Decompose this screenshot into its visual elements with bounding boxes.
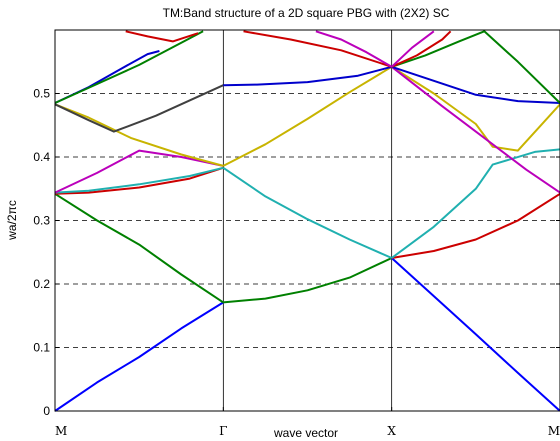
- x-tick-label: M: [55, 424, 67, 438]
- band-line-1: [54, 301, 224, 412]
- band-line-16: [315, 30, 393, 68]
- band-line-2: [54, 192, 224, 304]
- band-line-20: [391, 65, 560, 152]
- y-axis-ticks: 0 0.1 0.2 0.3 0.4 0.5: [33, 87, 560, 418]
- band-line-12: [222, 166, 393, 259]
- band-line-9: [54, 30, 204, 104]
- y-tick-label: 0.4: [33, 150, 50, 164]
- grid-lines: [55, 93, 560, 348]
- y-tick-label: 0.3: [33, 214, 50, 228]
- band-line-4: [54, 166, 224, 194]
- band-line-11: [223, 257, 393, 304]
- band-line-18: [391, 192, 560, 259]
- band-line-23: [391, 30, 560, 104]
- band-line-13: [222, 65, 393, 167]
- band-line-3: [54, 166, 224, 195]
- band-series: [54, 30, 560, 412]
- band-line-25: [391, 30, 435, 68]
- y-tick-label: 0.5: [33, 87, 50, 101]
- band-line-15: [243, 30, 393, 68]
- y-tick-label: 0.1: [33, 341, 50, 355]
- x-axis-label: wave vector: [273, 426, 338, 440]
- band-line-14: [223, 65, 392, 87]
- band-line-7: [54, 84, 224, 133]
- symmetry-lines: [222, 30, 393, 411]
- band-line-19: [391, 148, 560, 259]
- x-tick-label: X: [387, 424, 396, 438]
- y-tick-label: 0: [43, 404, 50, 418]
- band-line-5: [54, 149, 224, 194]
- band-line-22: [391, 65, 560, 104]
- x-tick-label: M: [548, 424, 560, 438]
- band-line-6: [54, 103, 224, 167]
- band-line-24: [391, 30, 452, 68]
- band-line-21: [391, 66, 560, 194]
- y-tick-label: 0.2: [33, 277, 50, 291]
- x-tick-label: Γ: [219, 424, 227, 438]
- band-line-10: [125, 30, 199, 43]
- y-axis-label: wa/2πc: [5, 200, 19, 241]
- band-line-17: [391, 257, 560, 412]
- chart-title: TM:Band structure of a 2D square PBG wit…: [163, 6, 450, 20]
